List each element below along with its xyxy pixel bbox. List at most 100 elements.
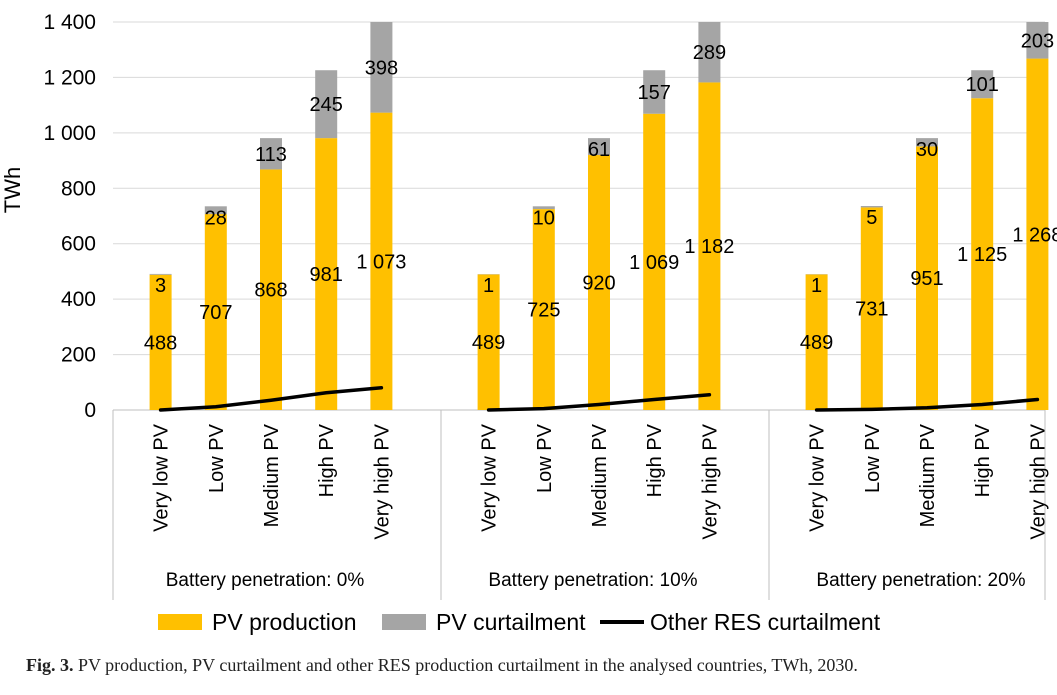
bar-pv-production (532, 209, 555, 410)
group-label: Battery penetration: 0% (166, 570, 365, 591)
legend-item-pv-curtailment: PV curtailment (382, 604, 586, 640)
group-label: Battery penetration: 10% (488, 570, 697, 591)
group-label: Battery penetration: 20% (816, 570, 1025, 591)
category-label: High PV (316, 423, 338, 497)
data-label-pv-production: 920 (582, 273, 615, 295)
legend-item-pv-production: PV production (158, 604, 356, 640)
data-label-pv-production: 488 (144, 332, 177, 354)
data-label-pv-production: 731 (855, 299, 888, 321)
data-label-pv-production: 951 (910, 268, 943, 290)
bar-pv-production (643, 113, 666, 410)
bar-pv-production (698, 82, 721, 410)
bar-pv-curtailment (916, 138, 938, 147)
bar-pv-production (315, 138, 338, 410)
data-label-pv-curtailment: 101 (966, 74, 999, 96)
bar-pv-curtailment (532, 206, 555, 210)
data-label-pv-production: 868 (254, 280, 287, 302)
category-label: Very low PV (807, 423, 829, 531)
data-label-pv-production: 1 125 (957, 244, 1007, 266)
category-label: Medium PV (261, 423, 283, 527)
y-tick-label: 1 400 (43, 11, 96, 34)
category-axis: Very low PV Low PV Medium PV High PV Very hi… (112, 410, 1049, 600)
line-other-res-curtailment (486, 393, 712, 412)
data-label-pv-curtailment: 1 (483, 275, 494, 297)
y-axis-ticks: 0 200 400 600 800 1 000 1 200 1 400 (43, 11, 96, 422)
data-label-pv-curtailment: 61 (588, 139, 610, 161)
data-label-pv-curtailment: 1 (811, 275, 822, 297)
category-label: Low PV (206, 423, 228, 493)
legend: PV production PV curtailment Other RES c… (0, 604, 1057, 640)
data-label-pv-curtailment: 28 (205, 207, 227, 229)
data-label-pv-curtailment: 113 (255, 144, 287, 166)
y-tick-label: 400 (61, 288, 96, 311)
bar-pv-curtailment (971, 70, 994, 99)
y-axis-title: TWh (0, 167, 25, 213)
bar-pv-production (916, 146, 938, 411)
gridlines (113, 21, 1045, 411)
category-label: Very high PV (371, 423, 393, 539)
data-label-pv-production: 1 182 (684, 236, 734, 258)
data-label-pv-curtailment: 3 (155, 275, 166, 297)
y-tick-label: 600 (61, 233, 96, 256)
data-label-pv-production: 489 (800, 332, 833, 354)
figure-caption: Fig. 3. PV production, PV curtailment an… (26, 655, 1046, 676)
legend-item-other-res: Other RES curtailment (600, 604, 880, 640)
bar-pv-curtailment (588, 138, 610, 156)
category-label: Very low PV (151, 423, 173, 531)
bar-pv-production (588, 155, 610, 410)
bar-pv-curtailment (643, 70, 666, 114)
bar-pv-curtailment (860, 206, 883, 208)
bar-pv-production (1026, 58, 1049, 410)
bar-pv-curtailment (315, 70, 338, 139)
bar-pv-production (477, 274, 500, 410)
data-label-pv-production: 707 (199, 302, 232, 324)
legend-swatch-pv-curtailment (382, 614, 426, 630)
stacked-bar-chart: 0 200 400 600 800 1 000 1 200 1 400 TWh 488 3 707… (0, 11, 1057, 600)
bar-pv-production (805, 274, 828, 410)
category-label: Very high PV (1027, 423, 1049, 539)
line-other-res-curtailment (814, 397, 1040, 412)
bar-pv-curtailment (204, 206, 227, 215)
data-label-pv-curtailment: 30 (916, 139, 938, 161)
y-tick-label: 800 (61, 177, 96, 200)
line-other-res-curtailment (158, 386, 384, 412)
data-label-pv-production: 1 069 (629, 252, 679, 274)
bar-pv-production (971, 98, 994, 410)
data-labels: 488 3 707 28 868 113 981 245 1 073 398 489 1 725 10 92… (144, 30, 1057, 354)
bar-pv-curtailment (1026, 22, 1049, 59)
data-label-pv-curtailment: 203 (1021, 30, 1054, 52)
category-label: High PV (644, 423, 666, 497)
category-label: Medium PV (917, 423, 939, 527)
legend-label-other-res: Other RES curtailment (650, 608, 881, 635)
category-label: Low PV (534, 423, 556, 493)
data-label-pv-curtailment: 398 (365, 57, 398, 79)
data-label-pv-curtailment: 289 (693, 42, 726, 64)
data-label-pv-production: 1 268 (1012, 224, 1057, 246)
bar-pv-curtailment (698, 22, 721, 83)
data-label-pv-production: 981 (310, 264, 343, 286)
bar-pv-curtailment (260, 138, 282, 170)
legend-label-pv-curtailment: PV curtailment (436, 608, 586, 635)
data-label-pv-production: 1 073 (356, 251, 406, 273)
y-tick-label: 200 (61, 344, 96, 367)
caption-label: Fig. 3. (26, 655, 74, 675)
legend-swatch-pv-production (158, 614, 202, 630)
y-tick-label: 0 (84, 399, 96, 422)
category-label: Medium PV (589, 423, 611, 527)
bar-pv-curtailment (149, 273, 172, 275)
category-label: Very high PV (699, 423, 721, 539)
caption-text: PV production, PV curtailment and other … (78, 655, 858, 675)
bar-pv-production (860, 207, 883, 410)
bar-pv-curtailment (370, 22, 393, 113)
legend-label-pv-production: PV production (212, 608, 357, 635)
other-res-lines (158, 386, 1040, 412)
data-label-pv-curtailment: 157 (638, 82, 671, 104)
legend-line-other-res (600, 620, 644, 624)
category-label: Low PV (862, 423, 884, 493)
category-label: Very low PV (479, 423, 501, 531)
y-tick-label: 1 000 (43, 122, 96, 145)
category-label: High PV (972, 423, 994, 497)
data-label-pv-curtailment: 5 (866, 207, 877, 229)
data-label-pv-production: 725 (527, 300, 560, 322)
bar-pv-production (370, 112, 393, 410)
